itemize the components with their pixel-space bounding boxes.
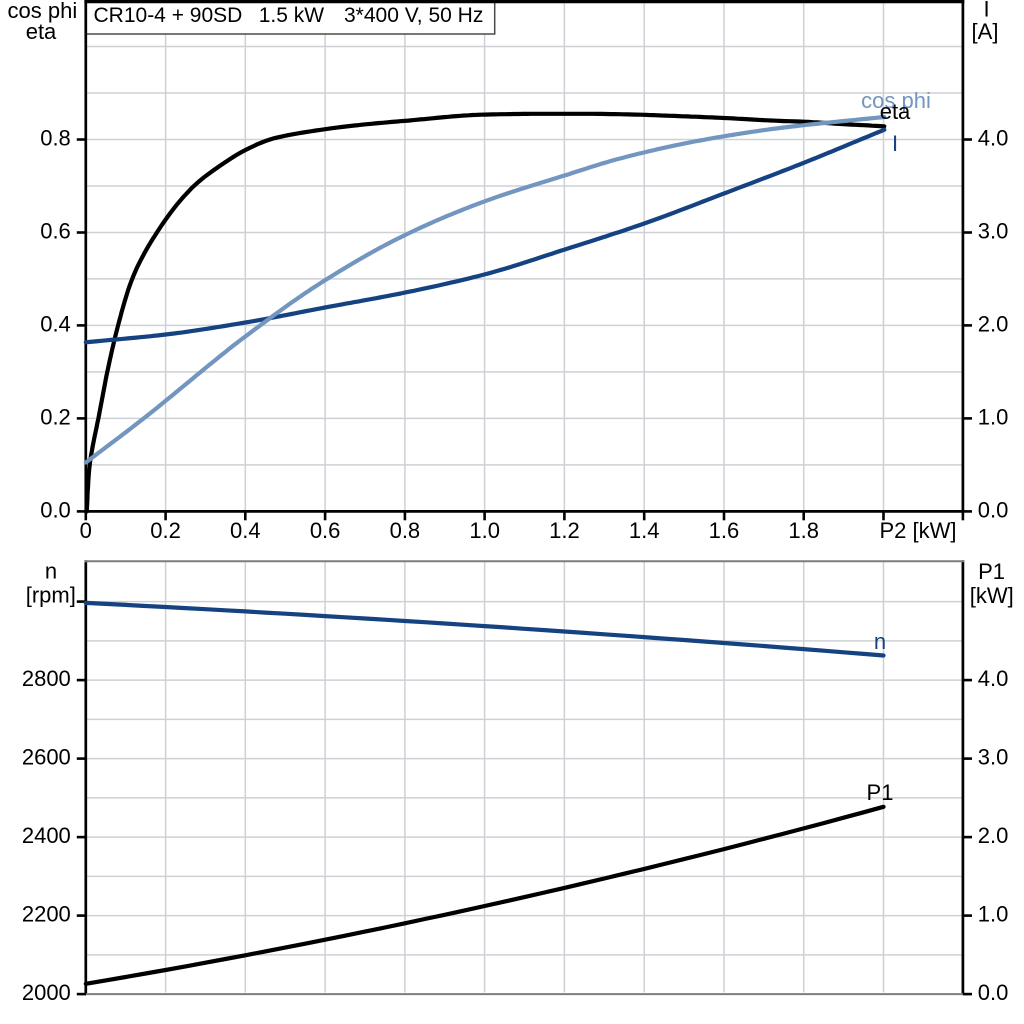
- svg-text:2800: 2800: [22, 666, 71, 691]
- svg-text:3*400 V, 50 Hz: 3*400 V, 50 Hz: [344, 4, 483, 27]
- svg-text:1.5 kW: 1.5 kW: [259, 4, 325, 27]
- svg-text:1.0: 1.0: [978, 902, 1009, 927]
- svg-text:2200: 2200: [22, 902, 71, 927]
- svg-text:0.0: 0.0: [978, 497, 1009, 522]
- svg-text:eta: eta: [880, 99, 911, 124]
- svg-text:I: I: [983, 0, 989, 22]
- svg-text:1.8: 1.8: [788, 518, 819, 543]
- svg-text:2400: 2400: [22, 823, 71, 848]
- svg-text:0.8: 0.8: [40, 125, 71, 150]
- svg-text:n: n: [45, 559, 57, 584]
- svg-text:0.2: 0.2: [150, 518, 181, 543]
- svg-text:[kW]: [kW]: [970, 583, 1014, 608]
- svg-text:I: I: [892, 131, 898, 156]
- svg-text:0.0: 0.0: [978, 980, 1009, 1005]
- svg-text:P1: P1: [978, 559, 1005, 584]
- svg-text:1.0: 1.0: [978, 404, 1009, 429]
- svg-text:2.0: 2.0: [978, 823, 1009, 848]
- svg-text:0.4: 0.4: [230, 518, 261, 543]
- svg-text:0.6: 0.6: [310, 518, 341, 543]
- svg-text:[rpm]: [rpm]: [26, 583, 76, 608]
- svg-text:1.0: 1.0: [469, 518, 500, 543]
- svg-text:[A]: [A]: [972, 19, 999, 44]
- svg-text:0.4: 0.4: [40, 311, 71, 336]
- svg-text:1.4: 1.4: [629, 518, 660, 543]
- svg-text:0.6: 0.6: [40, 218, 71, 243]
- svg-text:CR10-4 + 90SD: CR10-4 + 90SD: [94, 4, 243, 27]
- svg-text:0.0: 0.0: [40, 497, 71, 522]
- svg-text:2000: 2000: [22, 980, 71, 1005]
- svg-text:1.2: 1.2: [549, 518, 580, 543]
- svg-text:P2 [kW]: P2 [kW]: [879, 518, 956, 543]
- svg-text:0.2: 0.2: [40, 404, 71, 429]
- svg-text:3.0: 3.0: [978, 745, 1009, 770]
- svg-text:2.0: 2.0: [978, 311, 1009, 336]
- svg-text:1.6: 1.6: [709, 518, 740, 543]
- svg-text:eta: eta: [26, 19, 57, 44]
- svg-text:P1: P1: [867, 780, 894, 805]
- svg-text:3.0: 3.0: [978, 218, 1009, 243]
- svg-text:2600: 2600: [22, 745, 71, 770]
- svg-text:cos phi: cos phi: [8, 0, 78, 23]
- svg-text:4.0: 4.0: [978, 125, 1009, 150]
- svg-text:cos phi: cos phi: [861, 88, 931, 113]
- svg-text:4.0: 4.0: [978, 666, 1009, 691]
- svg-text:n: n: [874, 629, 886, 654]
- svg-text:0: 0: [80, 518, 92, 543]
- svg-text:0.8: 0.8: [390, 518, 421, 543]
